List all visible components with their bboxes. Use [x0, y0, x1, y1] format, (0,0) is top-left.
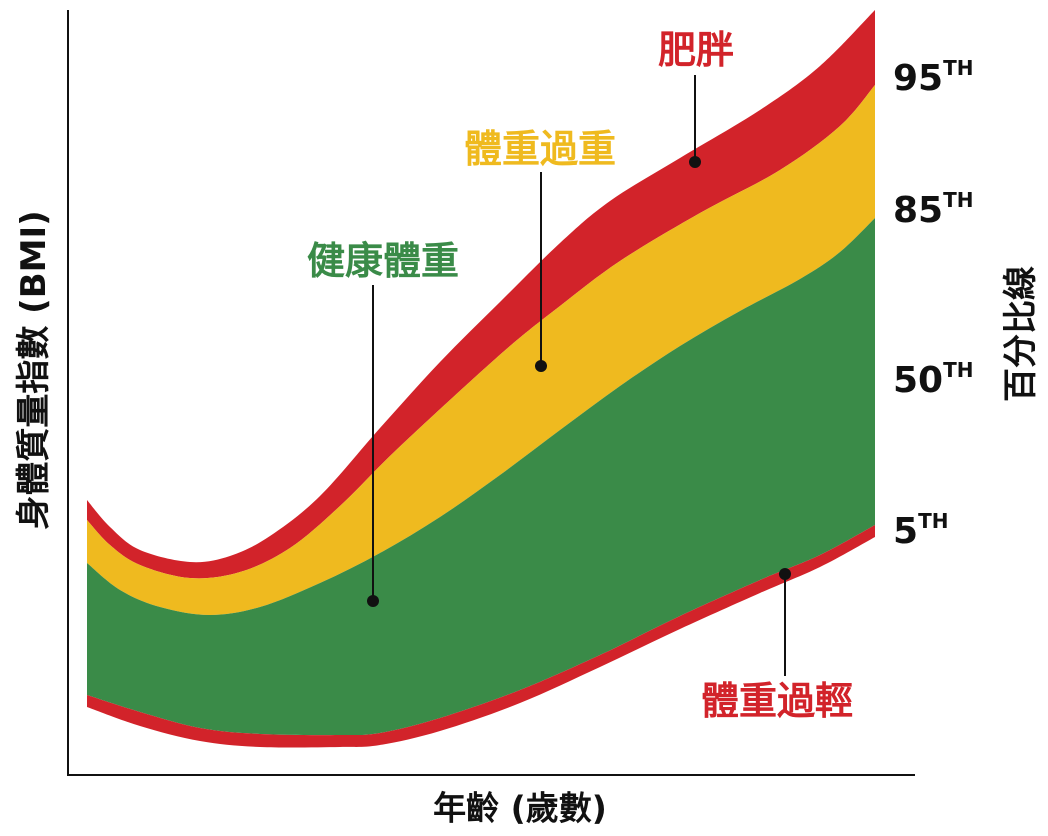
percentile-label-95: 95TH	[893, 56, 974, 99]
percentile-suffix: TH	[943, 188, 973, 212]
x-axis-label: 年齡 (歲數)	[433, 789, 607, 828]
band-label-obese: 肥胖	[658, 28, 734, 72]
band-label-overweight: 體重過重	[464, 127, 616, 171]
percentile-suffix: TH	[943, 56, 973, 80]
leader-dot-healthy	[367, 595, 379, 607]
percentile-value: 5	[893, 511, 918, 552]
percentile-suffix: TH	[943, 358, 973, 382]
percentile-axis-label: 百分比線	[1001, 266, 1041, 402]
band-healthy	[87, 218, 875, 736]
band-underweight	[87, 525, 875, 748]
percentile-value: 50	[893, 360, 943, 401]
percentile-label-85: 85TH	[893, 188, 974, 231]
band-label-underweight: 體重過輕	[701, 679, 853, 723]
leader-dot-overweight	[535, 360, 547, 372]
leader-dot-underweight	[779, 568, 791, 580]
leader-dot-obese	[689, 156, 701, 168]
band-label-healthy: 健康體重	[307, 239, 459, 283]
percentile-label-50: 50TH	[893, 358, 974, 401]
percentile-label-5: 5TH	[893, 509, 948, 552]
y-axis-label: 身體質量指數 (BMI)	[14, 210, 54, 529]
percentile-value: 85	[893, 190, 943, 231]
percentile-value: 95	[893, 58, 943, 99]
percentile-suffix: TH	[918, 509, 948, 533]
